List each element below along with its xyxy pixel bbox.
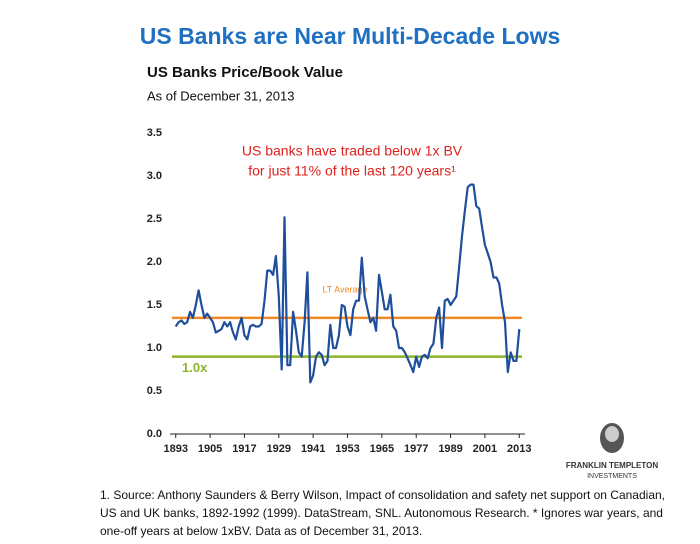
logo-text: INVESTMENTS (587, 473, 637, 480)
y-tick-label: 2.0 (147, 256, 162, 268)
x-tick-label: 1977 (404, 443, 428, 455)
y-tick-label: 1.5 (147, 299, 162, 311)
annotation: US banks have traded below 1x BV (242, 143, 463, 159)
reference-label: 1.0x (182, 360, 208, 375)
logo: FRANKLIN TEMPLETON INVESTMENTS (566, 423, 659, 480)
data-line (174, 183, 521, 384)
footnote: US and UK banks, 1892-1992 (1999). DataS… (100, 506, 663, 520)
x-tick-label: 1953 (335, 443, 359, 455)
y-tick-label: 2.5 (147, 213, 162, 225)
x-tick-label: 2013 (507, 443, 531, 455)
y-tick-label: 3.0 (147, 170, 162, 182)
y-tick-label: 3.5 (147, 127, 162, 139)
chart-title: US Banks are Near Multi-Decade Lows (140, 23, 561, 49)
y-tick-label: 0.0 (147, 428, 162, 440)
chart-subtitle: US Banks Price/Book Value (147, 64, 343, 81)
x-tick-label: 1929 (267, 443, 291, 455)
x-tick-label: 1917 (232, 443, 256, 455)
x-tick-label: 1905 (198, 443, 222, 455)
x-tick-label: 1965 (370, 443, 394, 455)
y-tick-label: 1.0 (147, 342, 162, 354)
footnote: one-off years at below 1xBV. Data as of … (100, 524, 422, 538)
logo-portrait (605, 426, 619, 442)
x-tick-label: 2001 (473, 443, 497, 455)
annotation: for just 11% of the last 120 years¹ (248, 163, 456, 179)
x-tick-label: 1989 (438, 443, 462, 455)
footnote: 1. Source: Anthony Saunders & Berry Wils… (100, 488, 665, 502)
logo-text: FRANKLIN TEMPLETON (566, 461, 659, 470)
y-tick-label: 0.5 (147, 385, 162, 397)
date-note: As of December 31, 2013 (147, 88, 294, 103)
x-tick-label: 1941 (301, 443, 325, 455)
reference-label: LT Average (322, 284, 367, 294)
x-tick-label: 1893 (163, 443, 187, 455)
